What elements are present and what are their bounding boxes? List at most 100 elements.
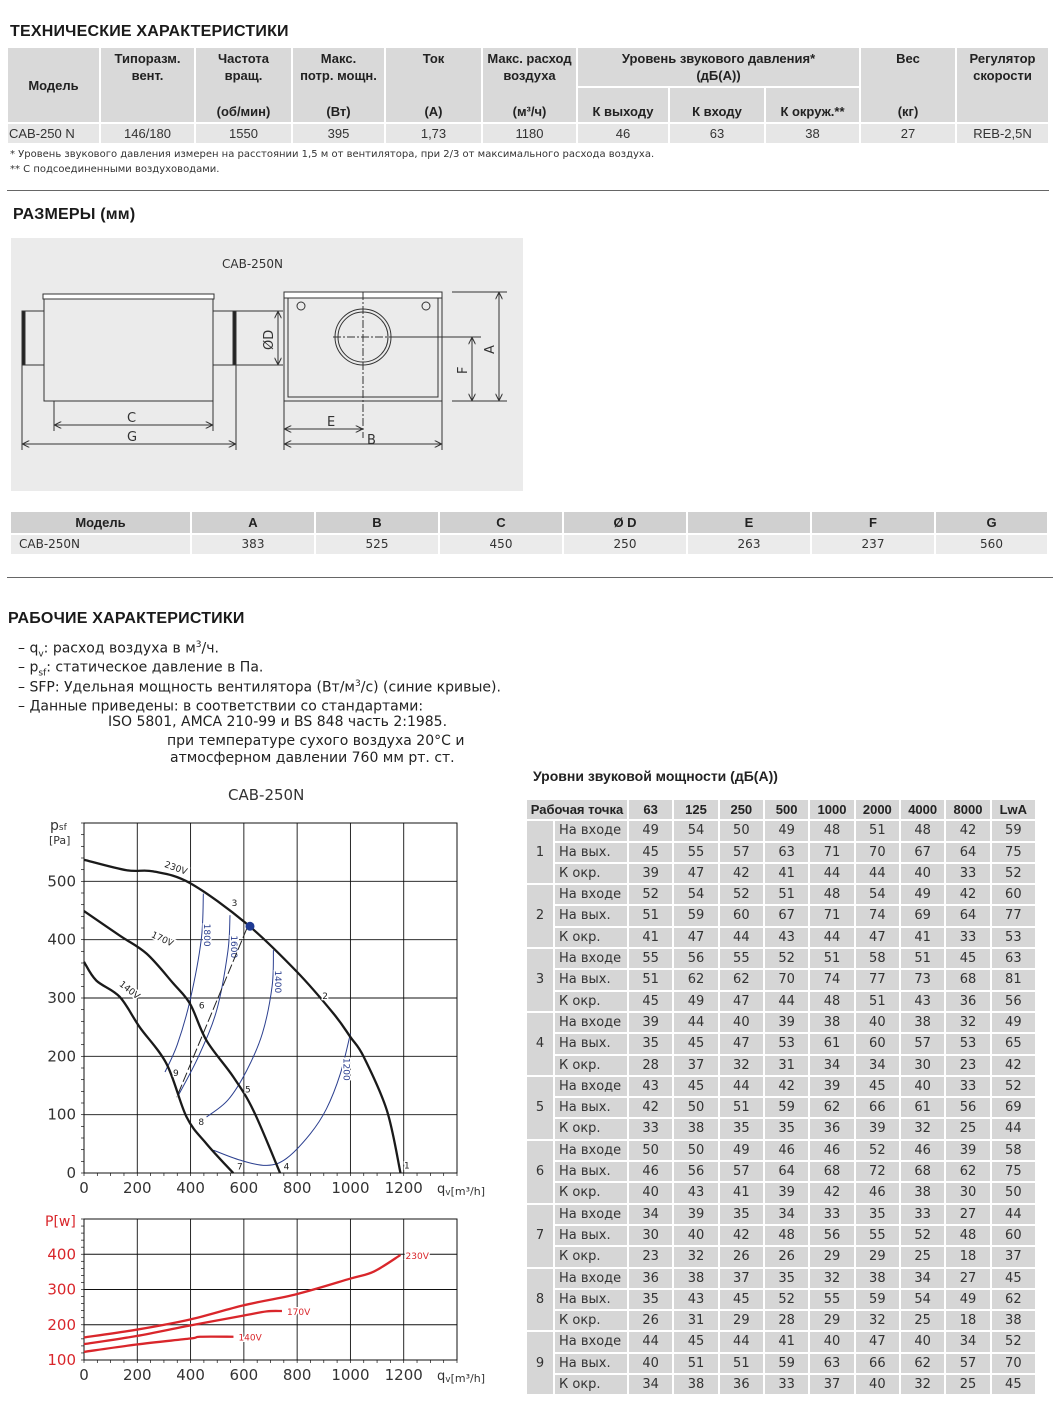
table-cell: 39 bbox=[629, 863, 673, 884]
table-cell: 60 bbox=[855, 1034, 899, 1054]
x-axis-label-part: [m³/h] bbox=[451, 1185, 485, 1198]
bullet-text: – p bbox=[18, 659, 39, 676]
x-axis-label-part: q bbox=[437, 1182, 445, 1197]
table-cell: 42 bbox=[946, 821, 990, 841]
table-cell: 40 bbox=[855, 1375, 899, 1395]
col-current: Ток (А) bbox=[386, 48, 481, 122]
table-cell: 39 bbox=[764, 1183, 809, 1203]
table-cell: 52 bbox=[991, 1332, 1035, 1352]
table-cell: 59 bbox=[764, 1353, 809, 1374]
table-cell: 38 bbox=[810, 1012, 854, 1033]
table-cell: 48 bbox=[810, 821, 854, 841]
table-cell: 54 bbox=[674, 885, 718, 905]
table-cell: 35 bbox=[629, 1034, 673, 1054]
dim-cell-c: 450 bbox=[440, 535, 562, 554]
table-cell: 56 bbox=[946, 1098, 990, 1118]
table-cell: 46 bbox=[900, 1140, 945, 1161]
footnote-2: ** С подсоединенными воздуховодами. bbox=[10, 164, 220, 175]
dimensions-table: Модель A B C Ø D E F G CAB-250N 383 525 … bbox=[11, 512, 1047, 554]
table-cell: 39 bbox=[946, 1140, 990, 1161]
table-cell: 66 bbox=[855, 1098, 899, 1118]
x-axis-label-part: q bbox=[437, 1369, 445, 1384]
table-cell: 44 bbox=[629, 1332, 673, 1352]
table-cell: 62 bbox=[674, 970, 718, 990]
table-cell: 35 bbox=[719, 1204, 763, 1224]
table-cell: 25 bbox=[946, 1119, 990, 1139]
table-cell: 32 bbox=[810, 1268, 854, 1288]
divider bbox=[7, 577, 1053, 578]
table-cell: 68 bbox=[946, 970, 990, 990]
table-cell: 62 bbox=[810, 1098, 854, 1118]
table-cell: 37 bbox=[719, 1268, 763, 1288]
row-label: К окр. bbox=[555, 1055, 627, 1075]
table-cell: 62 bbox=[991, 1289, 1035, 1310]
x-tick-label: 400 bbox=[176, 1366, 205, 1384]
table-cell: 51 bbox=[855, 991, 899, 1011]
table-cell: 64 bbox=[946, 842, 990, 862]
table-cell: 39 bbox=[674, 1204, 718, 1224]
table-cell: 51 bbox=[719, 1098, 763, 1118]
table-cell: 42 bbox=[629, 1098, 673, 1118]
header-band-8000: 8000 bbox=[946, 800, 990, 820]
table-cell: 33 bbox=[946, 863, 990, 884]
table-cell: 53 bbox=[946, 1034, 990, 1054]
table-cell: 49 bbox=[946, 1289, 990, 1310]
table-cell: 52 bbox=[991, 1076, 1035, 1097]
table-cell: 44 bbox=[719, 927, 763, 948]
table-cell: 38 bbox=[900, 1183, 945, 1203]
label-a: A bbox=[483, 345, 498, 354]
dim-cell-model: CAB-250N bbox=[11, 535, 190, 554]
table-cell: 33 bbox=[810, 1204, 854, 1224]
col-speed-label: Частота вращ. bbox=[217, 51, 269, 83]
table-cell: 42 bbox=[991, 1055, 1035, 1075]
y-tick-label: 200 bbox=[47, 1316, 76, 1334]
operating-point-number: 7 bbox=[527, 1204, 553, 1267]
table-cell: 52 bbox=[764, 949, 809, 969]
table-cell: 42 bbox=[719, 1225, 763, 1246]
dim-header-a: A bbox=[192, 512, 314, 533]
label-g: G bbox=[127, 430, 137, 445]
table-cell: 26 bbox=[764, 1247, 809, 1267]
bullet-text: : статическое давление в Па. bbox=[46, 659, 264, 676]
header-band-500: 500 bbox=[764, 800, 809, 820]
table-cell: 40 bbox=[900, 1332, 945, 1352]
bullet-text: – Данные приведены: в соответствии со ст… bbox=[18, 698, 424, 715]
table-cell: 55 bbox=[855, 1225, 899, 1246]
table-cell: 43 bbox=[674, 1289, 718, 1310]
y-tick-label: 400 bbox=[47, 931, 76, 949]
point-label: 8 bbox=[198, 1118, 204, 1128]
x-tick-label: 1000 bbox=[331, 1179, 369, 1197]
tech-title: ТЕХНИЧЕСКИЕ ХАРАКТЕРИСТИКИ bbox=[10, 23, 289, 40]
y-axis-label: psf bbox=[50, 818, 68, 834]
table-cell: 42 bbox=[810, 1183, 854, 1203]
table-cell: 62 bbox=[900, 1353, 945, 1374]
x-tick-label: 600 bbox=[230, 1366, 259, 1384]
table-cell: 35 bbox=[764, 1119, 809, 1139]
temperature-note: при температуре сухого воздуха 20°C и bbox=[167, 733, 465, 749]
table-cell: 43 bbox=[764, 927, 809, 948]
table-cell: 44 bbox=[810, 863, 854, 884]
x-tick-label: 1000 bbox=[331, 1366, 369, 1384]
table-cell: 42 bbox=[719, 863, 763, 884]
header-band-LwA: LwA bbox=[991, 800, 1035, 820]
bullet-item: – Данные приведены: в соответствии со ст… bbox=[18, 698, 423, 717]
tech-specs-table: Модель Типоразм. вент. Частота вращ. (об/… bbox=[6, 46, 1050, 145]
sfp-curve-label: 1400 bbox=[272, 970, 282, 993]
sound-power-table: Рабочая точка 63 125 250 500 1000 2000 4000 8000… bbox=[527, 800, 1035, 1395]
table-cell: 29 bbox=[810, 1247, 854, 1267]
divider bbox=[7, 190, 1049, 191]
table-cell: 51 bbox=[855, 821, 899, 841]
table-cell: 52 bbox=[764, 1289, 809, 1310]
table-cell: 54 bbox=[674, 821, 718, 841]
table-cell: 47 bbox=[855, 927, 899, 948]
table-cell: 45 bbox=[629, 991, 673, 1011]
table-cell: 81 bbox=[991, 970, 1035, 990]
table-cell: 33 bbox=[946, 1076, 990, 1097]
header-band-1000: 1000 bbox=[810, 800, 854, 820]
table-cell: 54 bbox=[855, 885, 899, 905]
table-cell: 40 bbox=[719, 1012, 763, 1033]
fan-curve-140V bbox=[83, 961, 235, 1174]
system-curve bbox=[176, 928, 248, 1098]
cell-model: CAB-250 N bbox=[8, 124, 99, 143]
table-cell: 45 bbox=[946, 949, 990, 969]
